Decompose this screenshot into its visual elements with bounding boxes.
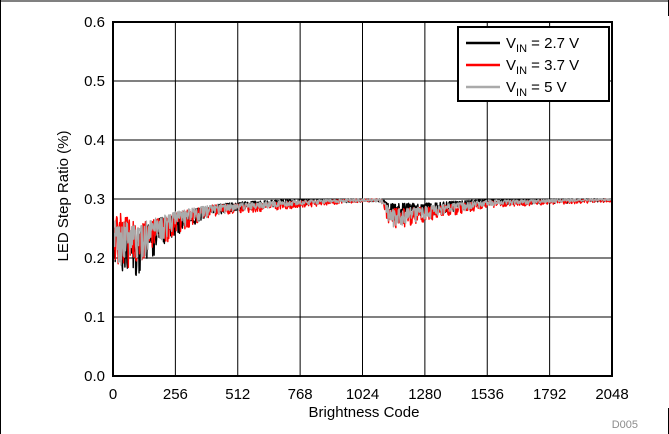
x-tick-label: 1280 [408,386,441,403]
x-tick-label: 1792 [533,386,566,403]
y-tick-labels: 0.0 0.1 0.2 0.3 0.4 0.5 0.6 [84,14,105,385]
plot-area-border [112,21,613,377]
x-tick-label: 512 [225,386,250,403]
y-tick-label: 0.5 [84,73,105,90]
y-tick-label: 0.3 [84,191,105,208]
y-tick-label: 0.0 [84,368,105,385]
x-tick-label: 256 [163,386,188,403]
figure-code: D005 [612,419,638,431]
x-axis-title: Brightness Code [309,404,420,421]
x-tick-label: 0 [109,386,117,403]
y-axis-title: LED Step Ratio (%) [55,131,72,262]
x-tick-label: 768 [288,386,313,403]
plot-series [112,198,613,276]
y-tick-label: 0.6 [84,14,105,31]
legend-label: VIN = 5 V [506,79,567,99]
x-tick-label: 2048 [595,386,628,403]
legend-label: VIN = 2.7 V [506,35,579,55]
y-tick-label: 0.2 [84,250,105,267]
x-tick-labels: 0 256 512 768 1024 1280 1536 1792 2048 [109,386,629,403]
legend-label: VIN = 3.7 V [506,57,579,77]
x-tick-label: 1024 [346,386,379,403]
y-tick-label: 0.4 [84,132,105,149]
x-tick-label: 1536 [471,386,504,403]
y-tick-label: 0.1 [84,309,105,326]
series-line [112,198,613,266]
